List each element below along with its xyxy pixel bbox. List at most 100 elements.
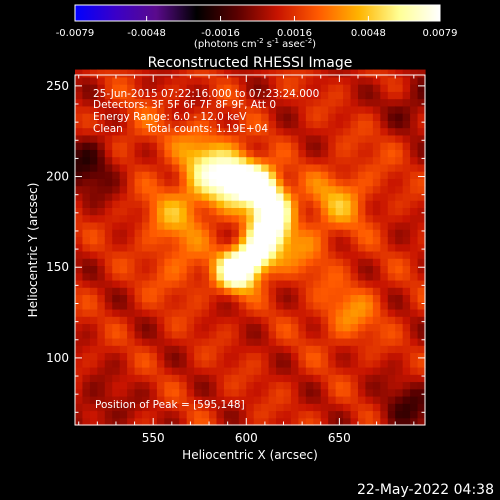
heatmap-cell [350,265,359,274]
heatmap-cell [305,127,314,136]
heatmap-cell [104,207,113,216]
heatmap-cell [298,229,307,237]
heatmap-cell [305,301,314,310]
heatmap-cell [246,388,255,397]
heatmap-cell [402,76,411,85]
heatmap-cell [350,192,359,201]
heatmap-cell [89,345,98,354]
heatmap-cell [97,323,106,332]
heatmap-cell [350,316,359,325]
heatmap-cell [313,207,322,216]
heatmap-cell [276,229,285,237]
heatmap-cell [164,178,173,187]
heatmap-cell [179,134,188,143]
heatmap-cell [223,323,232,332]
heatmap-cell [231,258,240,267]
heatmap-cell [276,207,285,216]
heatmap-cell [223,395,232,404]
heatmap-cell [417,105,426,114]
heatmap-cell [320,258,329,267]
heatmap-cell [276,185,285,194]
heatmap-cell [290,84,300,92]
heatmap-cell [357,84,367,92]
heatmap-cell [417,272,426,281]
heatmap-cell [201,301,210,310]
heatmap-cell [402,214,411,223]
heatmap-cell [268,301,277,310]
heatmap-cell [290,149,300,158]
heatmap-cell [328,243,337,252]
heatmap-cell [283,388,292,397]
heatmap-cell [119,395,128,404]
heatmap-cell [142,308,151,317]
heatmap-cell [149,98,158,107]
heatmap-cell [395,410,404,419]
heatmap-cell [231,243,240,252]
heatmap-cell [395,287,404,296]
heatmap-cell [350,388,359,397]
heatmap-cell [186,221,195,230]
heatmap-cell [372,301,381,310]
heatmap-cell [417,127,426,136]
heatmap-cell [402,171,411,179]
heatmap-cell [290,272,300,281]
heatmap-cell [261,345,270,354]
heatmap-cell [238,243,247,252]
heatmap-cell [134,171,143,179]
heatmap-cell [142,403,151,412]
heatmap-cell [164,294,173,303]
heatmap-cell [328,337,337,346]
heatmap-cell [171,142,180,150]
heatmap-cell [238,279,247,288]
heatmap-cell [104,178,113,187]
heatmap-cell [89,287,98,296]
heatmap-cell [410,200,419,208]
heatmap-cell [410,127,419,136]
heatmap-cell [253,229,262,237]
heatmap-cell [171,229,180,237]
heatmap-cell [395,337,404,346]
heatmap-cell [328,105,337,114]
heatmap-cell [104,381,113,390]
heatmap-cell [127,207,136,216]
heatmap-cell [387,308,396,317]
heatmap-cell [171,258,180,267]
heatmap-cell [194,185,203,194]
heatmap-cell [350,134,359,143]
heatmap-cell [268,316,277,325]
y-tick-label: 100 [46,351,69,365]
annotation-detectors: Detectors: 3F 5F 6F 7F 8F 9F, Att 0 [93,99,276,111]
heatmap-cell [149,388,158,397]
heatmap-cell [276,120,285,129]
heatmap-cell [350,366,359,375]
heatmap-cell [127,279,136,288]
heatmap-cell [253,214,262,223]
heatmap-cell [320,69,329,78]
heatmap-cell [82,69,91,78]
heatmap-cell [134,221,143,230]
heatmap-cell [142,69,151,78]
heatmap-cell [328,279,337,288]
heatmap-cell [89,236,98,245]
heatmap-cell [194,113,203,121]
heatmap-cell [410,91,419,100]
heatmap-cell [402,229,411,237]
heatmap-cell [365,279,374,288]
heatmap-cell [201,330,210,339]
heatmap-cell [283,352,292,361]
heatmap-cell [417,258,426,267]
heatmap-cell [305,91,314,100]
heatmap-cell [305,84,314,92]
heatmap-cell [223,359,232,368]
heatmap-cell [253,178,262,187]
heatmap-cell [231,287,240,296]
heatmap-cell [350,156,359,165]
heatmap-cell [313,323,322,332]
heatmap-cell [298,287,307,296]
heatmap-cell [216,149,225,158]
heatmap-cell [97,366,106,375]
heatmap-cell [201,69,210,78]
heatmap-cell [142,250,151,259]
heatmap-cell [231,156,240,165]
heatmap-cell [149,84,158,92]
